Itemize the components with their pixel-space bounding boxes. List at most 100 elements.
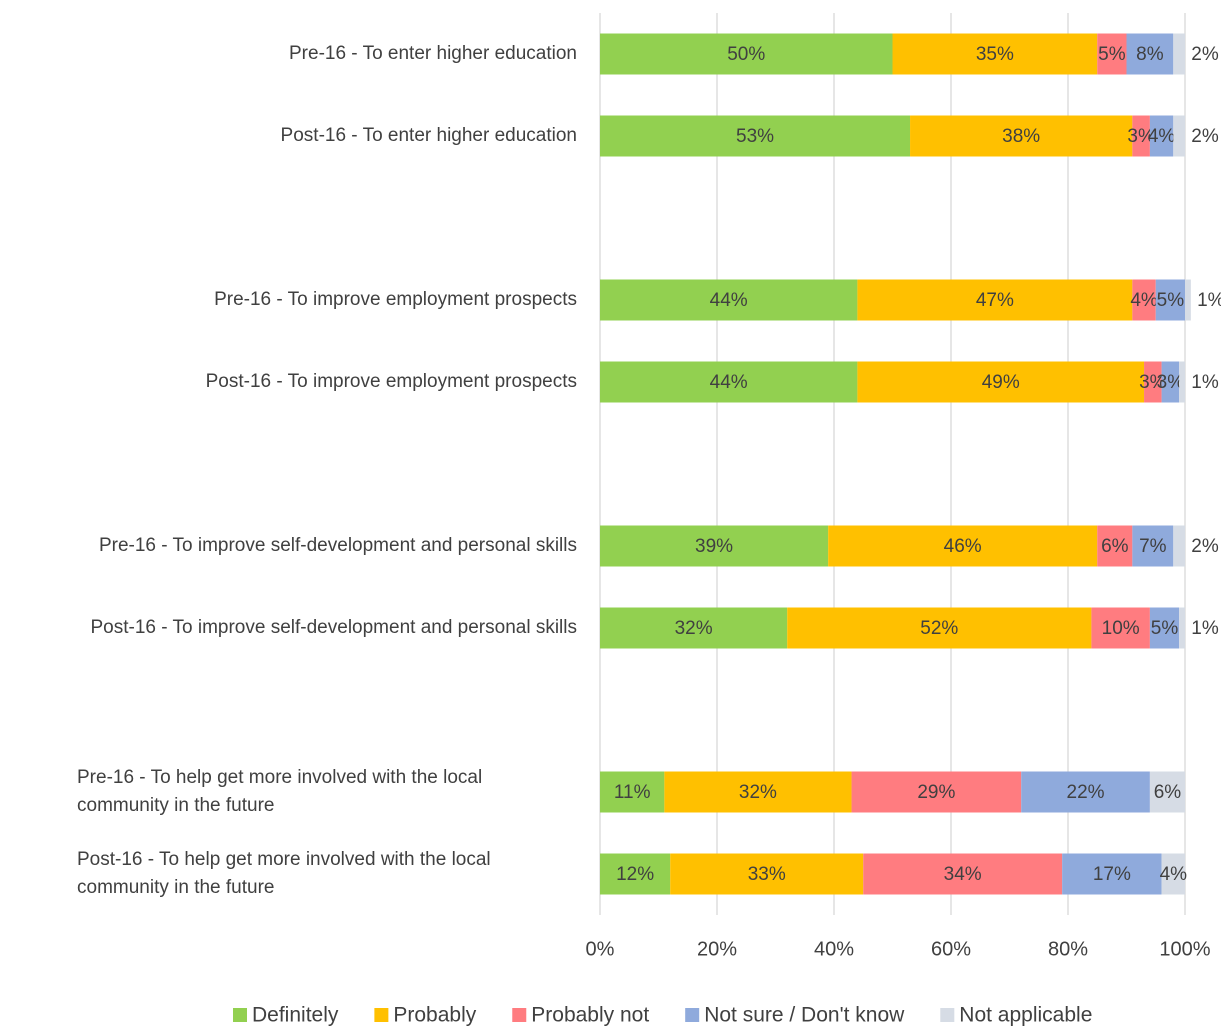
bar-segment — [1097, 33, 1127, 75]
data-label: 33% — [748, 864, 786, 885]
bar-segment — [1149, 115, 1174, 157]
data-label: 3% — [1139, 372, 1167, 393]
bar-segment — [1179, 361, 1185, 403]
data-label: 8% — [1136, 44, 1164, 65]
data-label: 10% — [1102, 618, 1140, 639]
x-tick-label: 60% — [931, 938, 971, 960]
legend-label: Probably — [393, 1004, 476, 1026]
bar-segment — [600, 361, 858, 403]
legend-label: Not applicable — [959, 1004, 1092, 1026]
data-label: 4% — [1160, 864, 1188, 885]
bar-segment — [1155, 279, 1185, 321]
data-label: 11% — [614, 782, 651, 803]
data-label: 5% — [1098, 44, 1126, 65]
bar-segment — [600, 525, 829, 567]
bar-segment — [600, 771, 665, 813]
bar-segment — [857, 279, 1133, 321]
bar-segment — [892, 33, 1098, 75]
legend-label: Probably not — [531, 1004, 649, 1026]
legend-label: Definitely — [252, 1004, 339, 1026]
data-label: 3% — [1127, 126, 1155, 147]
data-label: 2% — [1191, 44, 1219, 65]
bar-segment — [1126, 33, 1174, 75]
data-label: 44% — [710, 290, 748, 311]
data-label: 32% — [739, 782, 777, 803]
legend-label: Not sure / Don't know — [704, 1004, 905, 1026]
data-label: 1% — [1191, 372, 1219, 393]
bar-segment — [1091, 607, 1150, 649]
data-label: 32% — [675, 618, 713, 639]
bar-segment — [670, 853, 864, 895]
bar-segment — [910, 115, 1133, 157]
bar-segment — [1185, 279, 1191, 321]
category-label: Pre-16 - To improve employment prospects — [214, 289, 577, 310]
data-label: 5% — [1151, 618, 1179, 639]
data-label: 44% — [710, 372, 748, 393]
data-label: 5% — [1157, 290, 1185, 311]
legend-swatch — [233, 1008, 247, 1022]
bar-segment — [600, 853, 671, 895]
data-label: 1% — [1191, 618, 1219, 639]
data-label: 4% — [1148, 126, 1176, 147]
data-label: 39% — [695, 536, 733, 557]
bar-segment — [1097, 525, 1133, 567]
category-label: Post-16 - To improve self-development an… — [90, 617, 578, 638]
bar-segment — [851, 771, 1022, 813]
data-label: 17% — [1093, 864, 1131, 885]
bar-segment — [787, 607, 1092, 649]
data-label: 3% — [1157, 372, 1185, 393]
data-label: 7% — [1139, 536, 1167, 557]
legend-swatch — [685, 1008, 700, 1022]
bar-segment — [1173, 115, 1185, 157]
data-label: 46% — [944, 536, 982, 557]
x-tick-label: 100% — [1159, 938, 1210, 960]
bar-segment — [1132, 279, 1156, 321]
data-label: 4% — [1130, 290, 1158, 311]
data-label: 50% — [727, 44, 765, 65]
bar-segment — [1132, 115, 1150, 157]
data-label: 35% — [976, 44, 1014, 65]
bar-segment — [1161, 361, 1180, 403]
bar-segment — [1149, 771, 1185, 813]
category-label: Pre-16 - To enter higher education — [289, 43, 577, 64]
bar-segment — [1144, 361, 1162, 403]
bar-segment — [1173, 525, 1185, 567]
bar-segment — [600, 607, 788, 649]
category-label: Post-16 - To enter higher education — [280, 125, 577, 146]
data-label: 22% — [1067, 782, 1105, 803]
data-label: 6% — [1154, 782, 1182, 803]
data-label: 1% — [1197, 290, 1221, 311]
category-label: Post-16 - To improve employment prospect… — [205, 371, 577, 392]
bar-segment — [600, 279, 858, 321]
legend-swatch — [512, 1008, 527, 1022]
data-label: 29% — [917, 782, 955, 803]
bar-segment — [857, 361, 1145, 403]
data-label: 47% — [976, 290, 1014, 311]
x-tick-label: 40% — [814, 938, 854, 960]
x-tick-label: 80% — [1048, 938, 1088, 960]
legend-swatch — [374, 1008, 389, 1022]
data-label: 34% — [944, 864, 982, 885]
bar-segment — [1173, 33, 1185, 75]
data-label: 53% — [736, 126, 774, 147]
data-label: 49% — [982, 372, 1020, 393]
data-label: 6% — [1101, 536, 1129, 557]
x-tick-label: 0% — [586, 938, 615, 960]
bar-segment — [828, 525, 1098, 567]
x-tick-label: 20% — [697, 938, 737, 960]
bar-segment — [1021, 771, 1150, 813]
category-label: Pre-16 - To help get more involved with … — [77, 767, 483, 816]
bar-segment — [1062, 853, 1162, 895]
bar-segment — [1132, 525, 1174, 567]
category-label: Pre-16 - To improve self-development and… — [98, 535, 577, 556]
bar-segment — [1179, 607, 1185, 649]
bar-segment — [664, 771, 852, 813]
category-label: Post-16 - To help get more involved with… — [77, 849, 491, 898]
bar-segment — [863, 853, 1063, 895]
data-label: 2% — [1191, 126, 1219, 147]
bar-segment — [600, 33, 893, 75]
data-label: 12% — [616, 864, 654, 885]
data-label: 52% — [920, 618, 958, 639]
